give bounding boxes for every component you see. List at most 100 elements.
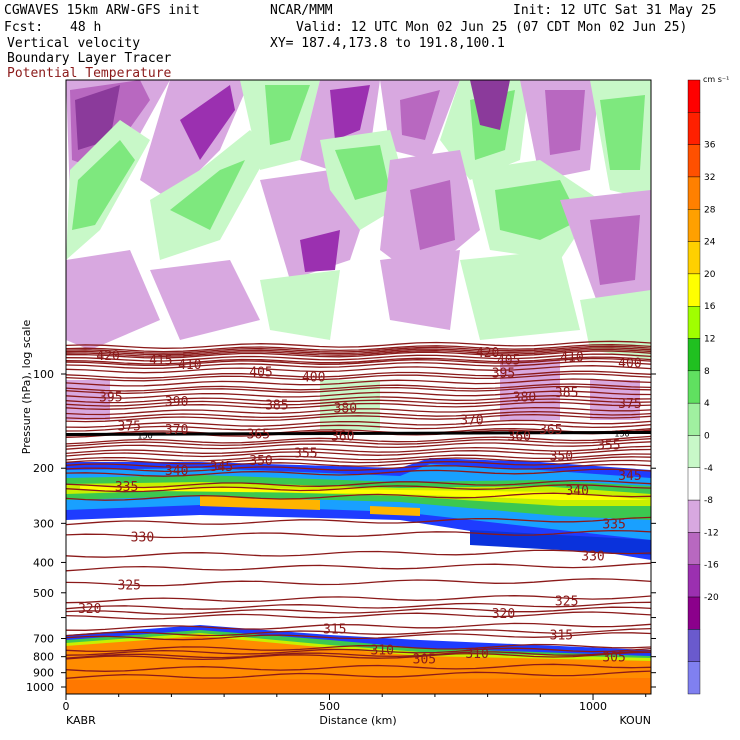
isentrope-label: 420	[96, 349, 119, 364]
colorbar-label: 12	[704, 335, 715, 345]
isentrope	[66, 357, 651, 367]
isentrope	[66, 622, 651, 631]
colorbar-label: -8	[704, 496, 713, 506]
isentrope-label: 325	[555, 595, 578, 610]
colorbar-swatch	[687, 79, 701, 113]
isentrope-label: 350	[249, 454, 272, 469]
isentrope	[66, 347, 651, 356]
isentrope	[66, 350, 651, 359]
isentrope	[66, 340, 651, 349]
colorbar-swatch	[687, 306, 701, 339]
isentrope	[66, 398, 651, 407]
isentrope	[66, 632, 651, 641]
y-tick-label: 1000	[26, 681, 54, 694]
x-tick-label: 0	[63, 700, 70, 713]
isentrope	[66, 549, 651, 558]
tropopause-line	[66, 430, 651, 436]
isentrope-label: 395	[492, 367, 515, 382]
y-tick-label: 700	[33, 633, 54, 646]
isentrope	[66, 562, 651, 572]
isentrope-label: 355	[294, 446, 317, 461]
isentrope-label: 405	[249, 365, 272, 380]
y-tick-label: 500	[33, 587, 54, 600]
xy-coordinates: XY= 187.4,173.8 to 191.8,100.1	[270, 36, 505, 51]
colorbar-swatch	[687, 273, 701, 307]
isentrope	[66, 365, 651, 374]
isentrope	[66, 390, 651, 399]
isentrope	[66, 360, 651, 370]
right-station: KOUN	[619, 714, 651, 727]
isentrope	[66, 410, 651, 420]
colorbar-swatch	[687, 564, 701, 598]
colorbar-label: -16	[704, 561, 719, 571]
colorbar-swatch	[687, 532, 701, 565]
isentrope-label: 365	[247, 428, 270, 443]
colorbar-label: 36	[704, 141, 716, 151]
isentrope-label: 410	[178, 358, 201, 373]
isentrope	[66, 627, 651, 637]
isentrope-label: 400	[302, 371, 325, 386]
isentrope-label: 370	[165, 423, 188, 438]
isentrope	[66, 356, 651, 365]
colorbar-swatch	[687, 435, 701, 468]
isentrope	[66, 663, 651, 672]
isentrope	[66, 448, 651, 458]
colorbar-label: 32	[704, 173, 715, 183]
isentrope	[66, 441, 651, 450]
isentrope	[66, 463, 651, 473]
forecast-hours: 48 h	[70, 20, 102, 35]
colorbar-label: -4	[704, 464, 713, 474]
tropopause-label: 150	[614, 430, 629, 439]
isentrope-label: 380	[334, 402, 357, 417]
x-axis: 0 500 1000	[63, 694, 647, 713]
isentrope-label: 375	[618, 397, 641, 412]
isentrope	[66, 611, 651, 620]
x-tick-label: 500	[319, 700, 340, 713]
isentrope-label: 310	[370, 644, 393, 659]
forecast-label: Fcst:	[4, 20, 44, 35]
isentrope	[66, 484, 651, 493]
isentrope	[66, 651, 651, 661]
isentrope	[66, 650, 651, 659]
colorbar-label: 0	[704, 431, 710, 441]
isentrope-label: 320	[492, 607, 515, 622]
field-vertical-velocity: Vertical velocity	[7, 36, 141, 51]
isentrope-label: 330	[131, 530, 154, 545]
colorbar-label: 20	[704, 270, 716, 280]
colorbar: 36 32 28 24 20 16 12 8 4 0 -4 -8 -12 -16 -20	[687, 79, 719, 695]
isentrope	[66, 395, 651, 404]
isentrope-label: 355	[597, 439, 620, 454]
isentrope	[66, 348, 651, 358]
isentrope	[66, 343, 651, 353]
isentrope-label: 370	[460, 414, 483, 429]
isentrope	[66, 459, 651, 469]
isentrope	[66, 435, 651, 445]
isentrope	[66, 647, 651, 656]
y-tick-label: 200	[33, 462, 54, 475]
isentrope	[66, 595, 651, 604]
isentrope-label: 320	[78, 602, 101, 617]
gravity-wave-pattern	[66, 80, 651, 430]
y-tick-label: 400	[33, 556, 54, 569]
isentrope-label: 340	[165, 464, 188, 479]
isentrope	[66, 406, 651, 416]
isentrope-label: 330	[581, 549, 604, 564]
left-station: KABR	[66, 714, 96, 727]
isentrope	[66, 345, 651, 354]
isentrope	[66, 606, 651, 615]
tropopause-label: 150	[137, 431, 152, 440]
isentrope-label: 315	[550, 629, 573, 644]
isentrope-labels: 420 415 410 405 400 395 390 385 380 375 370 365 360 3…	[78, 346, 642, 667]
isentropes	[66, 340, 651, 679]
colorbar-label: 16	[704, 302, 716, 312]
isentrope	[66, 453, 651, 462]
colorbar-swatch	[687, 499, 701, 533]
isentrope	[66, 492, 651, 501]
isentrope	[66, 427, 651, 437]
y-tick-label: 800	[33, 651, 54, 664]
colorbar-swatch	[687, 629, 701, 662]
colorbar-label: 4	[704, 399, 710, 409]
isentrope-label: 400	[618, 357, 641, 372]
isentrope-label: 335	[602, 517, 625, 532]
